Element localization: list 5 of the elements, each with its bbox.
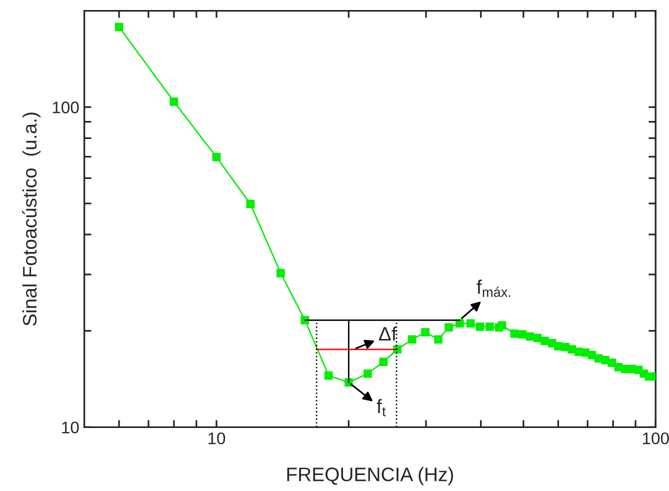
x-axis-title: FREQUENCIA (Hz) <box>287 467 454 486</box>
annotation: Δf <box>378 326 397 341</box>
annotation: f$_{máx.}$ <box>476 280 510 297</box>
y-axis-title: Sinal Fotoacústico (u.a.) <box>22 112 41 326</box>
annotation: f$_{t}$ <box>376 398 386 416</box>
